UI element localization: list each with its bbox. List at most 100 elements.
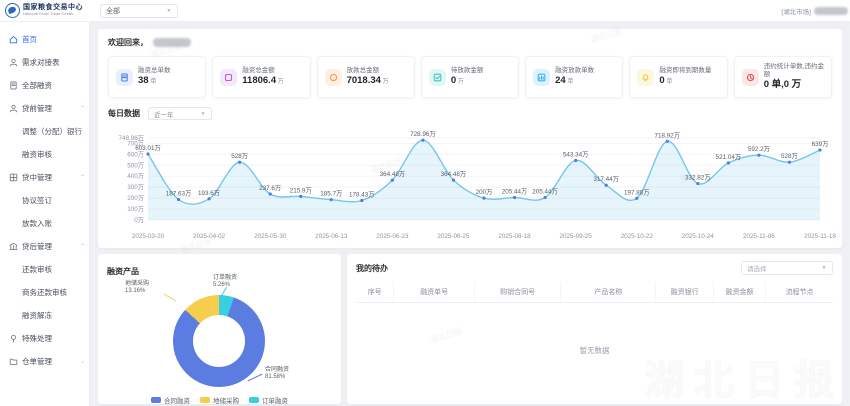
overview-panel: 欢迎回来， 融资总单数 38 单融资总金额 11806.4 万放款总金额 7018.3… xyxy=(98,29,842,249)
legend-item[interactable]: 地储采购 xyxy=(200,395,239,405)
sidebar-subitem-5-1[interactable]: 商务还款审核 xyxy=(22,288,67,297)
brand-subtitle: National Grain Trade Center xyxy=(23,11,74,16)
sidebar-item-label: 贷前管理 xyxy=(22,104,52,113)
svg-text:400万: 400万 xyxy=(127,172,144,180)
sidebar-item-7[interactable]: 仓单管理 ⌄ xyxy=(0,350,89,373)
legend-color-chip xyxy=(151,397,161,404)
welcome-name-redacted xyxy=(153,38,191,47)
sidebar-item-1[interactable]: 需求对接表 xyxy=(0,51,89,74)
sidebar-item-label: 仓单管理 xyxy=(22,357,52,366)
stat-label: 融资放款单数 xyxy=(555,67,595,75)
bank-icon xyxy=(9,242,18,251)
svg-text:748.96万: 748.96万 xyxy=(118,134,144,142)
legend-color-chip xyxy=(200,397,210,404)
sidebar-subitem-4-1[interactable]: 放款入账 xyxy=(22,219,52,228)
todo-panel: 我的待办 请选择 ▼ 序号 融资单号 购销合同号 产品名称 融资银行 融资金额 流程节点 暂… xyxy=(347,254,842,405)
chevron-up-icon: ⌃ xyxy=(79,244,85,250)
sidebar-subitem-5-0[interactable]: 还款审核 xyxy=(22,265,52,274)
svg-text:185.7万: 185.7万 xyxy=(320,190,342,198)
brand: 国家粮食交易中心 National Grain Trade Center xyxy=(0,3,92,18)
user-name-redacted[interactable] xyxy=(814,6,848,15)
svg-text:2025-10-22: 2025-10-22 xyxy=(621,233,654,240)
daily-line-chart[interactable]: 748.96万 700万 600万 500万 400万 300万 200万 100万 0万 603… xyxy=(108,122,836,244)
sidebar-subitem-3-1[interactable]: 融资审核 xyxy=(22,150,52,159)
donut-chart[interactable] xyxy=(173,295,265,388)
stat-label: 融资总单数 xyxy=(138,67,171,75)
grid-icon xyxy=(9,173,18,182)
sidebar-item-6[interactable]: 特殊处理 xyxy=(0,327,89,350)
stat-value: 7018.34 万 xyxy=(346,75,389,87)
stat-unit: 单 xyxy=(148,79,157,86)
legend-item[interactable]: 合同融资 xyxy=(151,395,190,405)
financing-products-donut[interactable]: 合同融资 81.58% 地储采购 13.16% 订单融资 5.26% xyxy=(107,275,332,397)
top-header: 国家粮食交易中心 National Grain Trade Center 全部 … xyxy=(0,0,850,22)
legend-item[interactable]: 订单融资 xyxy=(249,395,288,405)
pie-slice-label: 订单融资 5.26% xyxy=(213,275,238,289)
chevron-down-icon: ⌄ xyxy=(79,359,85,365)
sidebar-item-0[interactable]: 首页 xyxy=(0,28,89,51)
svg-text:317.44万: 317.44万 xyxy=(593,175,619,183)
date-range-value: 近一年 xyxy=(154,111,174,119)
sidebar-item-4[interactable]: 贷中管理 ⌃ xyxy=(0,166,89,189)
brand-title: 国家粮食交易中心 xyxy=(23,4,83,12)
sidebar: 首页 需求对接表 全部融资 贷前管理 ⌃ 调整（分配）银行 融资审核 贷中管理 ⌃ 协议签订 放款入… xyxy=(0,22,90,406)
stats-row: 融资总单数 38 单融资总金额 11806.4 万放款总金额 7018.34 万待放款… xyxy=(108,56,832,99)
sidebar-item-label: 贷中管理 xyxy=(22,173,52,182)
stat-label: 违约统计单数,违约金额 xyxy=(763,63,824,79)
svg-text:2025-03-20: 2025-03-20 xyxy=(132,233,165,240)
pie-leader-line xyxy=(163,293,177,302)
svg-text:2025-11-06: 2025-11-06 xyxy=(743,233,775,240)
pie-slice-label: 地储采购 13.16% xyxy=(125,281,150,295)
market-tag: [湖北市场] xyxy=(781,8,811,16)
svg-text:543.34万: 543.34万 xyxy=(563,151,589,159)
svg-text:521.04万: 521.04万 xyxy=(716,153,742,161)
pie-slice-label: 合同融资 81.58% xyxy=(265,367,290,381)
pin-icon xyxy=(9,334,18,343)
svg-text:237.6万: 237.6万 xyxy=(259,184,281,192)
sidebar-item-label: 首页 xyxy=(22,35,37,44)
doc-icon xyxy=(116,68,133,86)
todo-column-6: 流程节点 xyxy=(785,289,814,297)
svg-text:364.48万: 364.48万 xyxy=(380,170,406,178)
pie-legend: 合同融资 地储采购 订单融资 xyxy=(98,395,341,405)
stat-card-5: 融资即将到期数量 0 单 xyxy=(629,56,728,99)
stat-value: 24 单 xyxy=(555,75,574,87)
svg-text:603.01万: 603.01万 xyxy=(135,144,161,152)
folder-icon xyxy=(9,357,18,366)
sidebar-subitem-5-2[interactable]: 融资解冻 xyxy=(22,311,52,320)
stat-unit: 单 xyxy=(664,79,673,86)
stat-value: 11806.4 万 xyxy=(242,75,284,87)
stat-value: 38 单 xyxy=(138,75,157,87)
chevron-down-icon: ▼ xyxy=(166,8,172,13)
svg-text:2025-04-02: 2025-04-02 xyxy=(193,233,226,240)
welcome-text: 欢迎回来， xyxy=(108,38,148,47)
svg-text:528万: 528万 xyxy=(781,152,798,160)
bell-icon xyxy=(637,68,655,86)
stat-unit: 万 xyxy=(276,79,284,86)
svg-text:364.48万: 364.48万 xyxy=(441,170,467,178)
svg-text:0万: 0万 xyxy=(134,216,144,224)
main-content: 欢迎回来， 融资总单数 38 单融资总金额 11806.4 万放款总金额 7018.3… xyxy=(90,22,850,406)
sidebar-item-5[interactable]: 贷后管理 ⌃ xyxy=(0,235,89,258)
todo-column-3: 产品名称 xyxy=(561,282,657,303)
pie-title: 融资产品 xyxy=(107,267,139,277)
svg-text:2025-10-24: 2025-10-24 xyxy=(682,233,715,240)
scope-select[interactable]: 全部 ▼ xyxy=(100,3,178,18)
sidebar-item-3[interactable]: 贷前管理 ⌃ xyxy=(0,97,89,120)
svg-text:187.63万: 187.63万 xyxy=(166,190,192,198)
stat-unit: 万 xyxy=(380,79,389,86)
svg-text:2025-11-18: 2025-11-18 xyxy=(804,233,836,240)
legend-label: 订单融资 xyxy=(262,398,288,406)
stat-value: 0 单,0 万 xyxy=(763,79,802,91)
sidebar-item-2[interactable]: 全部融资 xyxy=(0,74,89,97)
sidebar-subitem-3-0[interactable]: 调整（分配）银行 xyxy=(22,127,82,136)
todo-filter-select[interactable]: 请选择 ▼ xyxy=(741,261,833,276)
date-range-select[interactable]: 近一年 ▼ xyxy=(148,107,212,121)
todo-table-header: 序号 融资单号 购销合同号 产品名称 融资银行 融资金额 流程节点 xyxy=(356,282,833,304)
scope-select-value: 全部 xyxy=(106,7,120,15)
svg-text:2025-05-30: 2025-05-30 xyxy=(254,233,287,240)
legend-label: 合同融资 xyxy=(164,398,190,406)
todo-column-0: 序号 xyxy=(356,282,395,303)
sidebar-subitem-4-0[interactable]: 协议签订 xyxy=(22,196,52,205)
